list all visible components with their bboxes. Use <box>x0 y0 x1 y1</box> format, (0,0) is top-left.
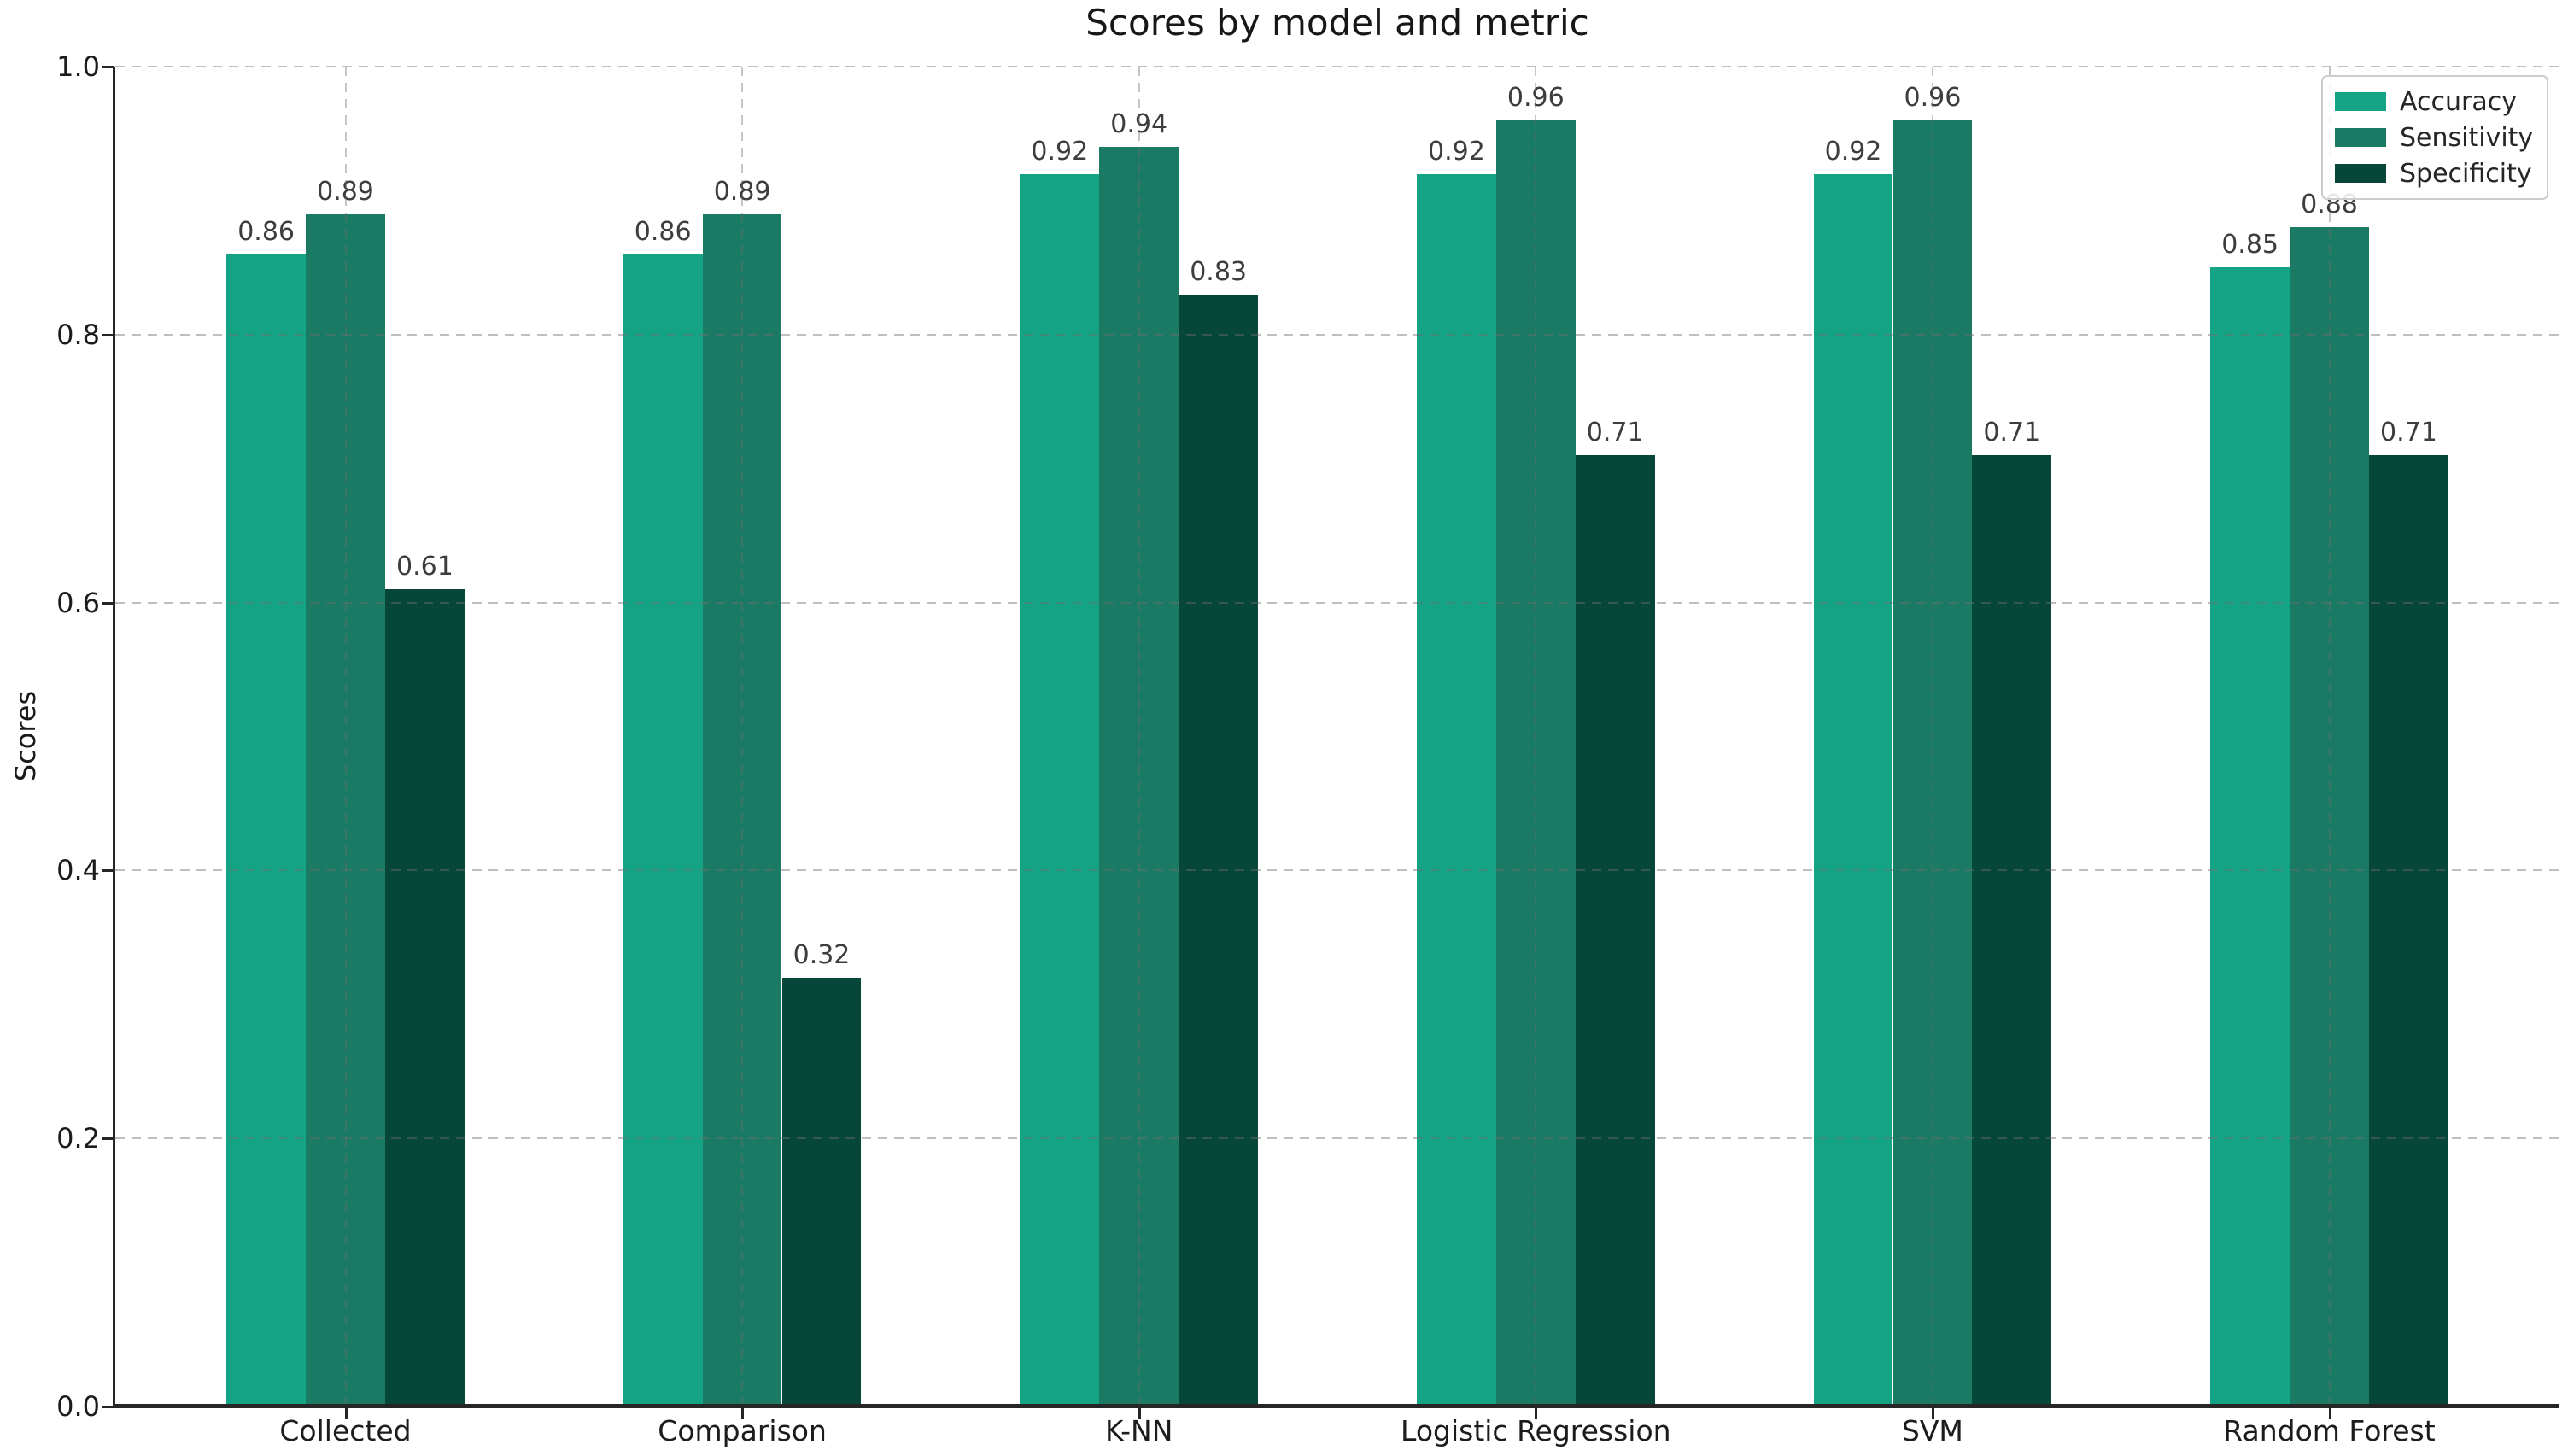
gridline-horizontal <box>115 66 2559 67</box>
legend-swatch-sensitivity <box>2335 128 2386 147</box>
gridline-vertical <box>741 67 744 1406</box>
y-axis-spine <box>113 67 115 1408</box>
bar-accuracy-k-nn <box>1020 173 1100 1406</box>
x-tick-label-svm: SVM <box>1901 1414 1963 1447</box>
bar-accuracy-collected <box>226 254 306 1406</box>
bar-value-label: 0.96 <box>1506 82 1565 113</box>
bar-value-label: 0.32 <box>793 939 851 970</box>
y-tick-label: 0.2 <box>56 1122 100 1155</box>
bar-value-label: 0.85 <box>2221 230 2279 260</box>
y-tick <box>102 1137 114 1141</box>
y-tick-label: 0.4 <box>56 854 100 887</box>
y-tick <box>102 1406 114 1408</box>
bar-value-label: 0.71 <box>1586 418 1644 447</box>
x-tick <box>344 1408 348 1419</box>
bar-specificity-random-forest <box>2369 455 2448 1406</box>
x-tick-label-logistic-regression: Logistic Regression <box>1401 1414 1671 1447</box>
gridline-vertical <box>1138 67 1140 1406</box>
x-tick <box>2328 1408 2331 1419</box>
x-tick <box>741 1408 745 1419</box>
gridline-horizontal <box>115 601 2559 604</box>
bar-value-label: 0.89 <box>713 176 771 207</box>
x-tick-label-random-forest: Random Forest <box>2223 1414 2436 1447</box>
bar-value-label: 0.71 <box>2379 418 2437 447</box>
legend: Accuracy Sensitivity Specificity <box>2321 75 2548 200</box>
bar-value-label: 0.83 <box>1190 256 1247 287</box>
bar-specificity-collected <box>384 588 465 1406</box>
legend-swatch-accuracy <box>2335 92 2386 111</box>
bar-sensitivity-logistic-regression <box>1495 120 1576 1406</box>
x-tick <box>1931 1408 1934 1419</box>
legend-item-specificity: Specificity <box>2335 159 2535 189</box>
gridline-horizontal <box>115 333 2559 336</box>
bar-specificity-comparison <box>781 977 862 1406</box>
legend-label: Accuracy <box>2400 86 2517 117</box>
bar-sensitivity-svm <box>1892 120 1973 1406</box>
bar-sensitivity-random-forest <box>2290 227 2369 1406</box>
legend-swatch-specificity <box>2335 164 2386 183</box>
y-tick-label: 0.0 <box>56 1390 100 1423</box>
gridline-vertical <box>1535 67 1537 1406</box>
legend-label: Sensitivity <box>2400 122 2534 153</box>
x-tick <box>1535 1408 1538 1419</box>
y-tick <box>102 601 114 605</box>
bar-value-label: 0.96 <box>1904 82 1962 113</box>
y-tick-label: 0.6 <box>56 586 100 619</box>
y-axis-label: Scores <box>9 690 42 782</box>
gridline-horizontal <box>115 1137 2559 1140</box>
y-tick-label: 0.8 <box>56 318 100 351</box>
gridline-horizontal <box>115 869 2559 872</box>
bar-sensitivity-comparison <box>702 213 782 1406</box>
gridline-vertical <box>1931 67 1933 1406</box>
bar-specificity-logistic-regression <box>1575 455 1655 1406</box>
gridline-vertical <box>2328 67 2331 1406</box>
y-tick <box>102 333 114 336</box>
bar-accuracy-svm <box>1813 173 1893 1406</box>
bar-value-label: 0.86 <box>634 216 692 247</box>
legend-item-sensitivity: Sensitivity <box>2335 123 2535 153</box>
y-tick <box>102 66 114 68</box>
bar-value-label: 0.61 <box>395 551 453 582</box>
legend-item-accuracy: Accuracy <box>2335 87 2535 117</box>
x-tick-label-comparison: Comparison <box>658 1414 827 1447</box>
legend-label: Specificity <box>2400 158 2532 189</box>
bar-value-label: 0.92 <box>1427 136 1485 167</box>
bar-specificity-k-nn <box>1179 294 1259 1406</box>
bar-specificity-svm <box>1972 455 2052 1406</box>
bar-sensitivity-collected <box>306 213 385 1406</box>
y-tick <box>102 869 114 873</box>
chart-title: Scores by model and metric <box>1085 2 1589 44</box>
x-axis-spine <box>114 1404 2559 1408</box>
plot-area: 0.86 0.86 0.92 0.92 0.92 0.85 0.89 0.89 0.94 0.96… <box>115 66 2559 1407</box>
bar-value-label: 0.89 <box>317 176 374 207</box>
bar-value-label: 0.94 <box>1110 109 1168 140</box>
bar-value-label: 0.71 <box>1983 418 2041 447</box>
bar-value-label: 0.92 <box>1824 136 1882 167</box>
bar-value-label: 0.92 <box>1031 136 1089 167</box>
bar-accuracy-random-forest <box>2210 267 2290 1406</box>
bar-sensitivity-k-nn <box>1099 147 1179 1406</box>
bar-value-label: 0.86 <box>237 216 295 247</box>
bar-accuracy-logistic-regression <box>1416 173 1496 1406</box>
x-tick <box>1138 1408 1141 1419</box>
x-tick-label-collected: Collected <box>279 1414 412 1447</box>
bar-accuracy-comparison <box>623 254 703 1406</box>
gridline-vertical <box>344 67 347 1406</box>
x-tick-label-k-nn: K-NN <box>1104 1414 1173 1447</box>
y-tick-label: 1.0 <box>56 50 100 83</box>
